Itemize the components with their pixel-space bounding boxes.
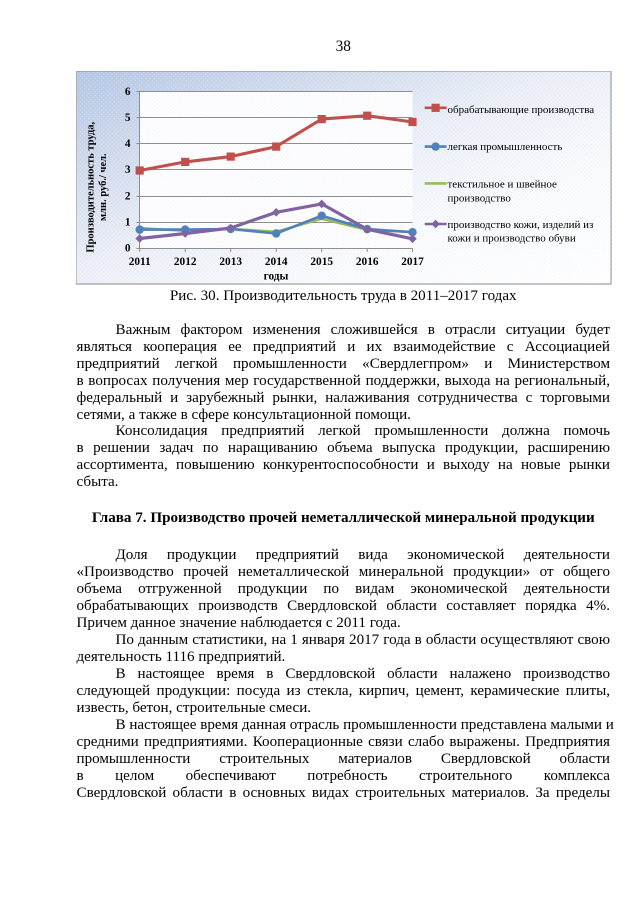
svg-text:2011: 2011: [128, 255, 150, 267]
svg-text:кожи и производство обуви: кожи и производство обуви: [447, 232, 575, 244]
svg-text:2013: 2013: [219, 255, 242, 267]
svg-text:5: 5: [124, 112, 130, 124]
svg-text:1: 1: [124, 216, 130, 228]
svg-text:Производительность труда,: Производительность труда,: [85, 121, 96, 252]
svg-text:6: 6: [124, 85, 130, 97]
svg-text:2: 2: [124, 190, 130, 202]
svg-text:производство: производство: [447, 192, 511, 204]
svg-text:2015: 2015: [310, 255, 333, 267]
svg-text:2017: 2017: [401, 255, 424, 267]
svg-text:годы: годы: [263, 270, 288, 282]
svg-text:производство кожи, изделий из: производство кожи, изделий из: [447, 218, 593, 230]
svg-text:текстильное и швейное: текстильное и швейное: [447, 178, 557, 190]
svg-text:3: 3: [124, 164, 130, 176]
svg-text:2016: 2016: [355, 255, 378, 267]
svg-text:0: 0: [124, 242, 130, 254]
svg-text:2014: 2014: [264, 255, 287, 267]
svg-text:млн. руб./ чел.: млн. руб./ чел.: [98, 152, 109, 220]
svg-text:обрабатывающие производства: обрабатывающие производства: [447, 103, 594, 115]
svg-text:легкая промышленность: легкая промышленность: [447, 141, 562, 153]
svg-text:4: 4: [124, 138, 130, 150]
svg-text:2012: 2012: [173, 255, 196, 267]
